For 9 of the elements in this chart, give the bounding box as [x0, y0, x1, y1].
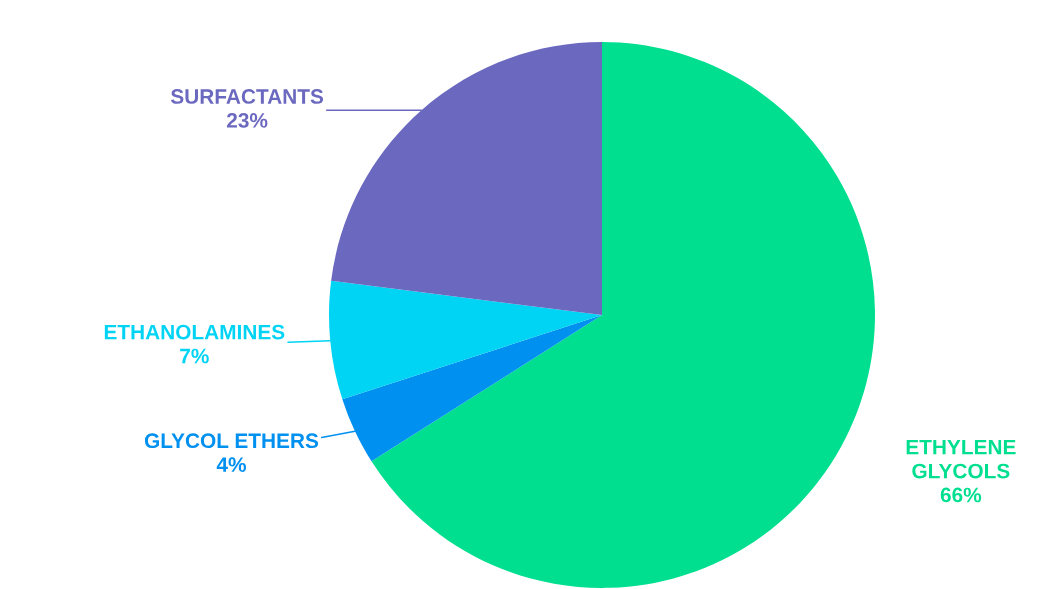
- data-label: 7%: [180, 348, 209, 364]
- slice-label: SURFACTANTS: [170, 89, 324, 104]
- data-label: 23%: [226, 113, 268, 128]
- data-label: 4%: [216, 457, 246, 473]
- slice-label: GLYCOL ETHERS: [144, 433, 319, 449]
- data-label: 66%: [940, 487, 982, 503]
- slice-label: ETHYLENE GLYCOLS: [906, 439, 1016, 479]
- pie-slice: [371, 42, 875, 588]
- slice-label: ETHANOLAMINES: [104, 324, 285, 340]
